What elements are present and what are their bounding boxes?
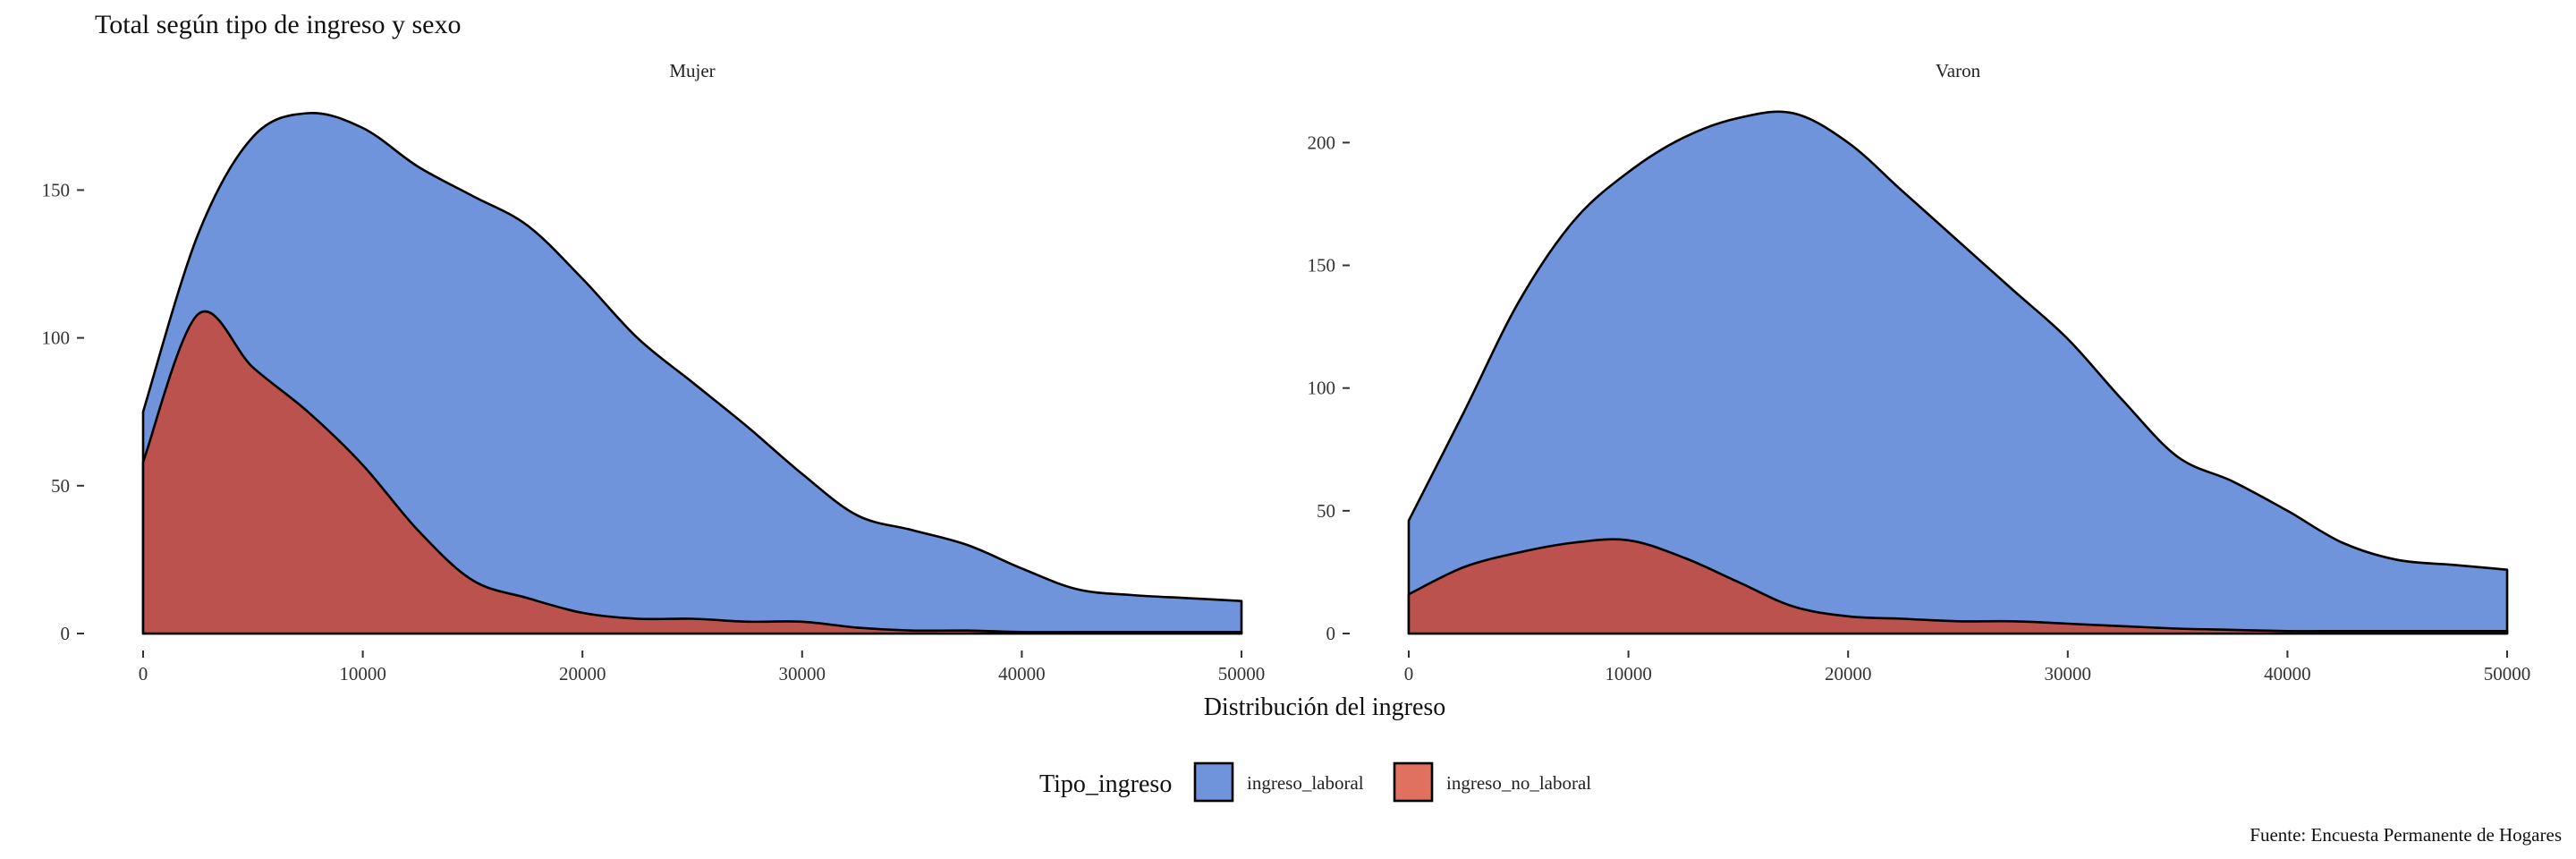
y-tick-label: 0 bbox=[61, 623, 71, 644]
x-tick-label: 20000 bbox=[559, 663, 606, 685]
legend-label-ingreso-no-laboral: ingreso_no_laboral bbox=[1446, 772, 1591, 794]
y-tick-label: 100 bbox=[1308, 378, 1336, 399]
y-tick-label: 100 bbox=[42, 327, 71, 349]
x-tick-label: 40000 bbox=[2264, 663, 2311, 685]
x-tick-label: 50000 bbox=[2484, 663, 2531, 685]
facet-panel-mujer: Mujer 0 50 100 150 0 10000 20000 30000 40000 50000 bbox=[42, 60, 1266, 685]
legend-key-ingreso-no-laboral bbox=[1393, 761, 1434, 803]
density-area-ingreso-laboral-mujer bbox=[141, 112, 1243, 635]
x-tick-label: 20000 bbox=[1825, 663, 1872, 685]
chart-caption: Fuente: Encuesta Permanente de Hogares bbox=[2250, 824, 2562, 846]
legend: Tipo_ingreso ingreso_laboral ingreso_no_la… bbox=[1039, 761, 1591, 803]
x-tick-label: 50000 bbox=[1218, 663, 1266, 685]
x-tick-label: 40000 bbox=[998, 663, 1046, 685]
y-tick-label: 200 bbox=[1308, 132, 1336, 153]
x-tick-label: 0 bbox=[139, 663, 148, 685]
strip-label-varon: Varon bbox=[1936, 60, 1981, 81]
x-tick-label: 10000 bbox=[1605, 663, 1652, 685]
facet-panel-varon: Varon 0 50 100 150 200 0 10000 20000 30000 40000 50… bbox=[1308, 60, 2531, 685]
density-area-ingreso-no-laboral-mujer bbox=[141, 310, 1243, 635]
x-tick-label: 30000 bbox=[779, 663, 826, 685]
density-area-ingreso-laboral-varon bbox=[1407, 110, 2509, 635]
x-tick-label: 0 bbox=[1404, 663, 1414, 685]
chart-title: Total según tipo de ingreso y sexo bbox=[95, 10, 462, 39]
strip-label-mujer: Mujer bbox=[669, 60, 715, 81]
y-tick-label: 150 bbox=[42, 179, 71, 200]
x-tick-label: 30000 bbox=[2045, 663, 2092, 685]
density-area-ingreso-no-laboral-varon bbox=[1407, 538, 2509, 635]
y-tick-label: 0 bbox=[1326, 623, 1336, 644]
x-tick-label: 10000 bbox=[339, 663, 386, 685]
legend-label-ingreso-laboral: ingreso_laboral bbox=[1247, 772, 1364, 794]
legend-key-ingreso-laboral bbox=[1193, 761, 1234, 803]
y-tick-label: 50 bbox=[1317, 500, 1335, 522]
legend-title: Tipo_ingreso bbox=[1039, 770, 1172, 798]
x-axis-title: Distribución del ingreso bbox=[1204, 693, 1446, 721]
y-tick-label: 150 bbox=[1308, 255, 1336, 276]
y-tick-label: 50 bbox=[51, 475, 70, 497]
